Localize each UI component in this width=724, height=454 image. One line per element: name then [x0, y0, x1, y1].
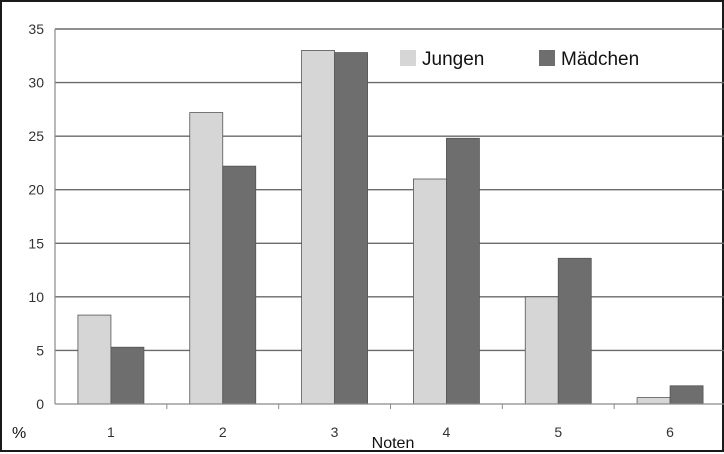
bar-jungen-4 [413, 178, 447, 405]
bar-mdchen-1 [110, 346, 145, 405]
legend-label-maedchen: Mädchen [561, 49, 639, 70]
bar-jungen-1 [77, 314, 112, 405]
x-tick-label: 6 [666, 424, 674, 440]
x-tick-label: 4 [443, 424, 451, 440]
y-tick-label: 25 [28, 128, 44, 144]
x-tick-label: 2 [219, 424, 227, 440]
legend: Jungen Mädchen [400, 49, 639, 70]
gridlines [55, 28, 724, 352]
bars [77, 50, 704, 405]
y-tick-label: 30 [28, 75, 44, 91]
y-tick-label: 20 [28, 182, 44, 198]
legend-swatch-maedchen [539, 50, 555, 66]
bar-jungen-5 [524, 296, 559, 405]
x-axis-label: Noten [372, 435, 415, 452]
bar-jungen-6 [636, 397, 671, 405]
bar-mdchen-6 [669, 385, 704, 405]
bar-jungen-3 [301, 50, 335, 405]
tick-labels: 0 5 10 15 20 25 30 35 1 2 3 4 5 6 [28, 21, 674, 440]
y-axis-label: % [12, 425, 26, 442]
axes [54, 29, 724, 409]
legend-label-jungen: Jungen [422, 49, 484, 70]
x-tick-label: 5 [554, 424, 562, 440]
y-tick-label: 35 [28, 21, 44, 37]
bar-mdchen-5 [557, 257, 592, 405]
bar-mdchen-2 [222, 165, 257, 405]
bar-mdchen-3 [334, 52, 368, 405]
bar-mdchen-4 [446, 137, 480, 405]
x-tick-label: 1 [107, 424, 115, 440]
legend-swatch-jungen [400, 50, 416, 66]
y-tick-label: 0 [36, 396, 44, 412]
bar-jungen-2 [189, 112, 224, 405]
y-tick-label: 15 [28, 235, 44, 251]
y-tick-label: 5 [36, 342, 44, 358]
y-tick-label: 10 [28, 289, 44, 305]
x-tick-label: 3 [331, 424, 339, 440]
